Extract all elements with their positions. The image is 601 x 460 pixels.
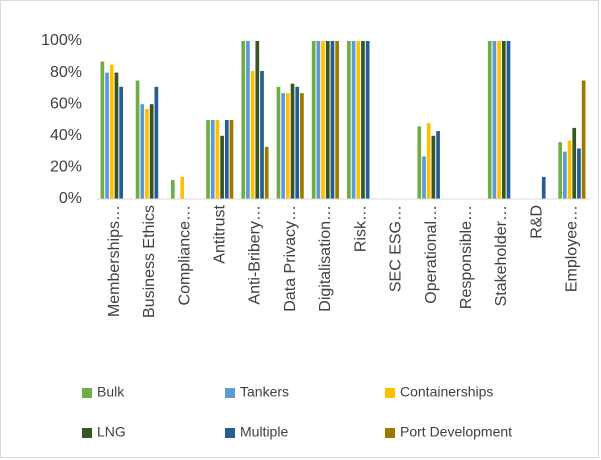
legend-swatch <box>385 388 395 398</box>
bar <box>487 41 492 199</box>
bar <box>224 120 229 199</box>
bar <box>501 41 506 199</box>
bar <box>149 104 154 199</box>
bar <box>325 41 330 199</box>
bar <box>577 148 581 199</box>
bar <box>541 176 546 199</box>
bar <box>436 131 440 199</box>
bar <box>140 104 145 199</box>
bar <box>321 41 325 199</box>
x-tick-label: Anti-Bribery… <box>247 205 264 305</box>
x-tick-label: Business Ethics <box>141 205 158 318</box>
bar <box>154 86 159 199</box>
legend-label: Port Development <box>400 424 512 440</box>
bar <box>241 41 246 199</box>
legend-label: Containerships <box>400 384 493 400</box>
x-tick-label: Responsible… <box>458 205 475 309</box>
bar <box>330 41 335 199</box>
bar <box>281 93 285 199</box>
bar <box>431 135 436 199</box>
y-tick-label: 100% <box>41 32 82 49</box>
bar <box>119 86 123 199</box>
bar <box>492 41 497 199</box>
x-tick-label: Memberships… <box>106 205 123 317</box>
bar <box>105 72 109 199</box>
y-tick-label: 20% <box>50 159 82 176</box>
y-tick-label: 80% <box>50 64 82 81</box>
legend-swatch <box>82 428 92 438</box>
bar <box>229 120 234 199</box>
bar <box>109 64 114 199</box>
x-tick-label: Digitalisation… <box>317 205 334 312</box>
bar <box>264 146 269 199</box>
bar <box>316 41 321 199</box>
bar <box>347 41 351 199</box>
bar <box>210 120 215 199</box>
bar <box>300 93 304 199</box>
x-tick-label: Operational… <box>423 205 440 304</box>
bar <box>260 71 264 199</box>
bar <box>558 142 563 199</box>
legend-label: Bulk <box>97 384 125 400</box>
legend-label: Multiple <box>240 424 288 440</box>
bar <box>365 41 370 199</box>
bar <box>215 120 220 199</box>
bar <box>335 41 339 199</box>
y-tick-label: 0% <box>59 190 82 207</box>
bar <box>506 41 511 199</box>
x-tick-label: Employee… <box>564 205 581 292</box>
bar <box>290 83 295 199</box>
bar <box>497 41 501 199</box>
bar <box>255 41 260 199</box>
bar <box>311 41 316 199</box>
bar <box>351 41 356 199</box>
x-tick-label: Data Privacy… <box>282 205 299 312</box>
bar <box>356 41 361 199</box>
legend-label: Tankers <box>240 384 289 400</box>
legend-swatch <box>225 388 235 398</box>
x-tick-label: Risk… <box>352 205 369 252</box>
x-tick-label: Stakeholder… <box>493 205 510 306</box>
bar <box>170 180 175 199</box>
legend-label: LNG <box>97 424 126 440</box>
x-tick-label: Compliance… <box>176 205 193 305</box>
bar <box>276 86 281 199</box>
legend-swatch <box>82 388 92 398</box>
y-tick-label: 60% <box>50 95 82 112</box>
bar <box>220 135 224 199</box>
bar <box>100 61 105 199</box>
bar <box>206 120 210 199</box>
legend-swatch <box>385 428 395 438</box>
bar <box>295 86 300 199</box>
bar <box>180 176 185 199</box>
y-tick-label: 40% <box>50 127 82 144</box>
bar <box>422 156 426 199</box>
bar <box>567 140 572 199</box>
bar <box>250 71 255 199</box>
bar <box>426 123 431 199</box>
bar <box>135 80 140 199</box>
bar <box>581 80 586 199</box>
x-tick-label: SEC ESG… <box>388 205 405 292</box>
bar <box>285 93 290 199</box>
bar <box>563 151 567 199</box>
bar <box>114 72 119 199</box>
x-tick-label: Antitrust <box>211 204 228 263</box>
bar <box>572 127 577 199</box>
bar <box>417 126 422 199</box>
bar <box>361 41 365 199</box>
bar <box>246 41 250 199</box>
x-tick-label: R&D <box>528 205 545 239</box>
legend-swatch <box>225 428 235 438</box>
bar <box>145 108 149 199</box>
